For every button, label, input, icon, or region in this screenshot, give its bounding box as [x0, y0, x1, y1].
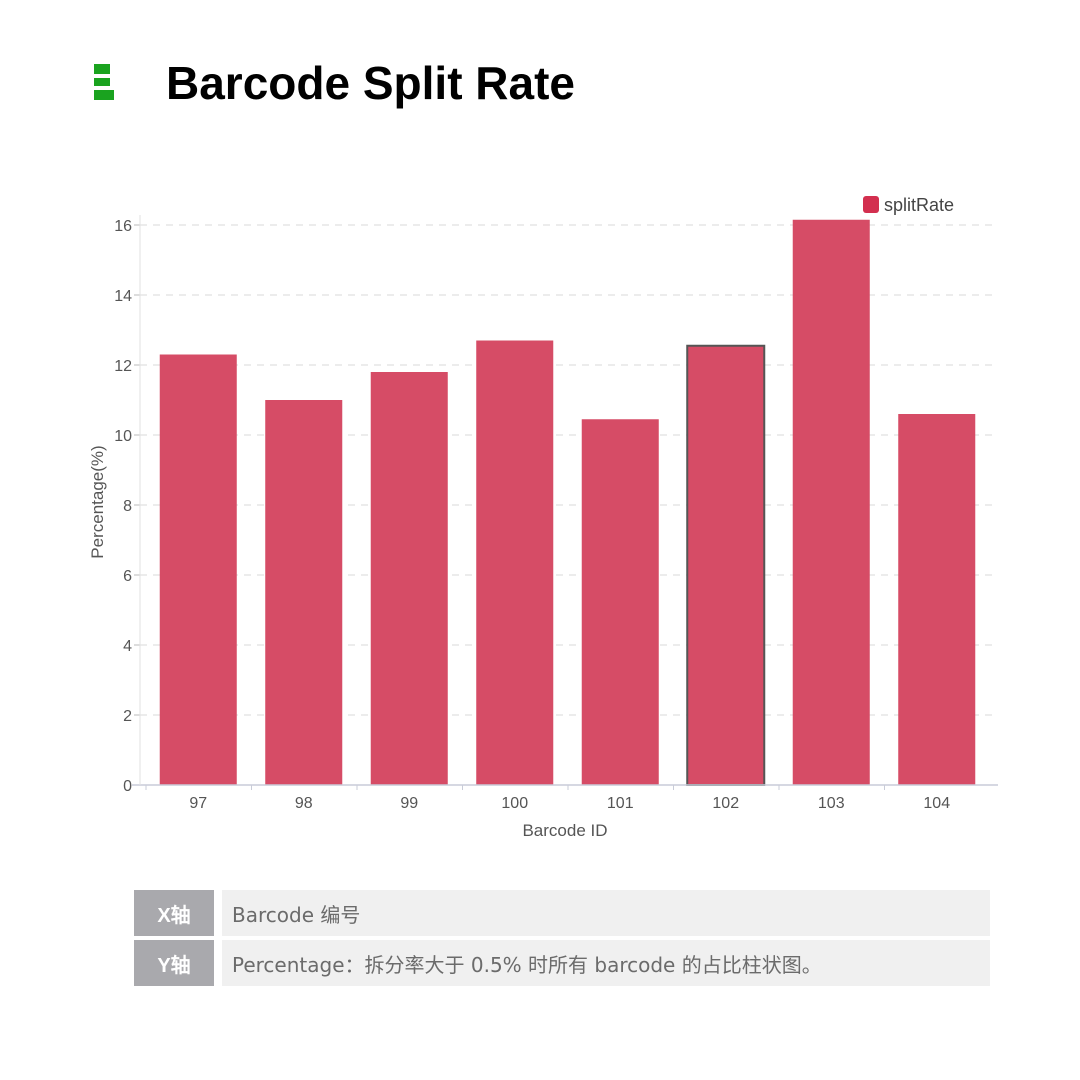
- bar-chart: 0 2 4 6 8 10 12 14 16 97 98 99 100 101 102 103 104 split…: [88, 195, 998, 840]
- y-tick-label: 12: [114, 358, 132, 375]
- x-tick-label: 101: [607, 795, 634, 812]
- bar-99[interactable]: [370, 372, 448, 785]
- bar-100[interactable]: [476, 340, 554, 786]
- legend-swatch: [863, 196, 879, 213]
- x-axis-title: Barcode ID: [522, 821, 607, 840]
- y-tick-label: 14: [114, 288, 132, 305]
- axis-layer: [132, 215, 998, 786]
- y-tick-label: 6: [123, 568, 132, 585]
- info-value-x: Barcode 编号: [222, 890, 990, 936]
- page-title: Barcode Split Rate: [166, 57, 575, 109]
- x-tick-label: 104: [923, 795, 950, 812]
- y-tick-label: 2: [123, 708, 132, 725]
- info-row-y: Y轴 Percentage：拆分率大于 0.5% 时所有 barcode 的占比…: [134, 940, 990, 986]
- x-tick-label: 97: [189, 795, 207, 812]
- info-value-y: Percentage：拆分率大于 0.5% 时所有 barcode 的占比柱状图…: [222, 940, 990, 986]
- grid-layer: [134, 224, 996, 790]
- legend: splitRate: [863, 195, 954, 215]
- y-tick-label: 4: [123, 638, 132, 655]
- axis-info-table: X轴 Barcode 编号 Y轴 Percentage：拆分率大于 0.5% 时…: [134, 890, 990, 990]
- x-tick-label: 99: [400, 795, 418, 812]
- x-tick-label: 100: [501, 795, 528, 812]
- y-tick-label: 10: [114, 428, 132, 445]
- x-tick-label: 102: [712, 795, 739, 812]
- bar-101[interactable]: [581, 419, 659, 785]
- bar-102[interactable]: [686, 344, 766, 786]
- bar-103[interactable]: [792, 219, 870, 785]
- bars-layer: [159, 219, 976, 786]
- y-tick-label: 0: [123, 778, 132, 795]
- x-tick-label: 98: [295, 795, 313, 812]
- x-tick-label: 103: [818, 795, 845, 812]
- title-icon: [94, 64, 114, 100]
- y-tick-label: 16: [114, 218, 132, 235]
- bar-104[interactable]: [898, 414, 976, 785]
- legend-label: splitRate: [884, 195, 954, 215]
- y-tick-label: 8: [123, 498, 132, 515]
- bar-97[interactable]: [159, 354, 237, 786]
- y-axis-title: Percentage(%): [88, 445, 107, 558]
- bar-98[interactable]: [265, 400, 343, 785]
- info-key-x: X轴: [134, 890, 214, 936]
- labels-layer: 0 2 4 6 8 10 12 14 16 97 98 99 100 101 102 103 104: [114, 218, 950, 812]
- info-row-x: X轴 Barcode 编号: [134, 890, 990, 936]
- info-key-y: Y轴: [134, 940, 214, 986]
